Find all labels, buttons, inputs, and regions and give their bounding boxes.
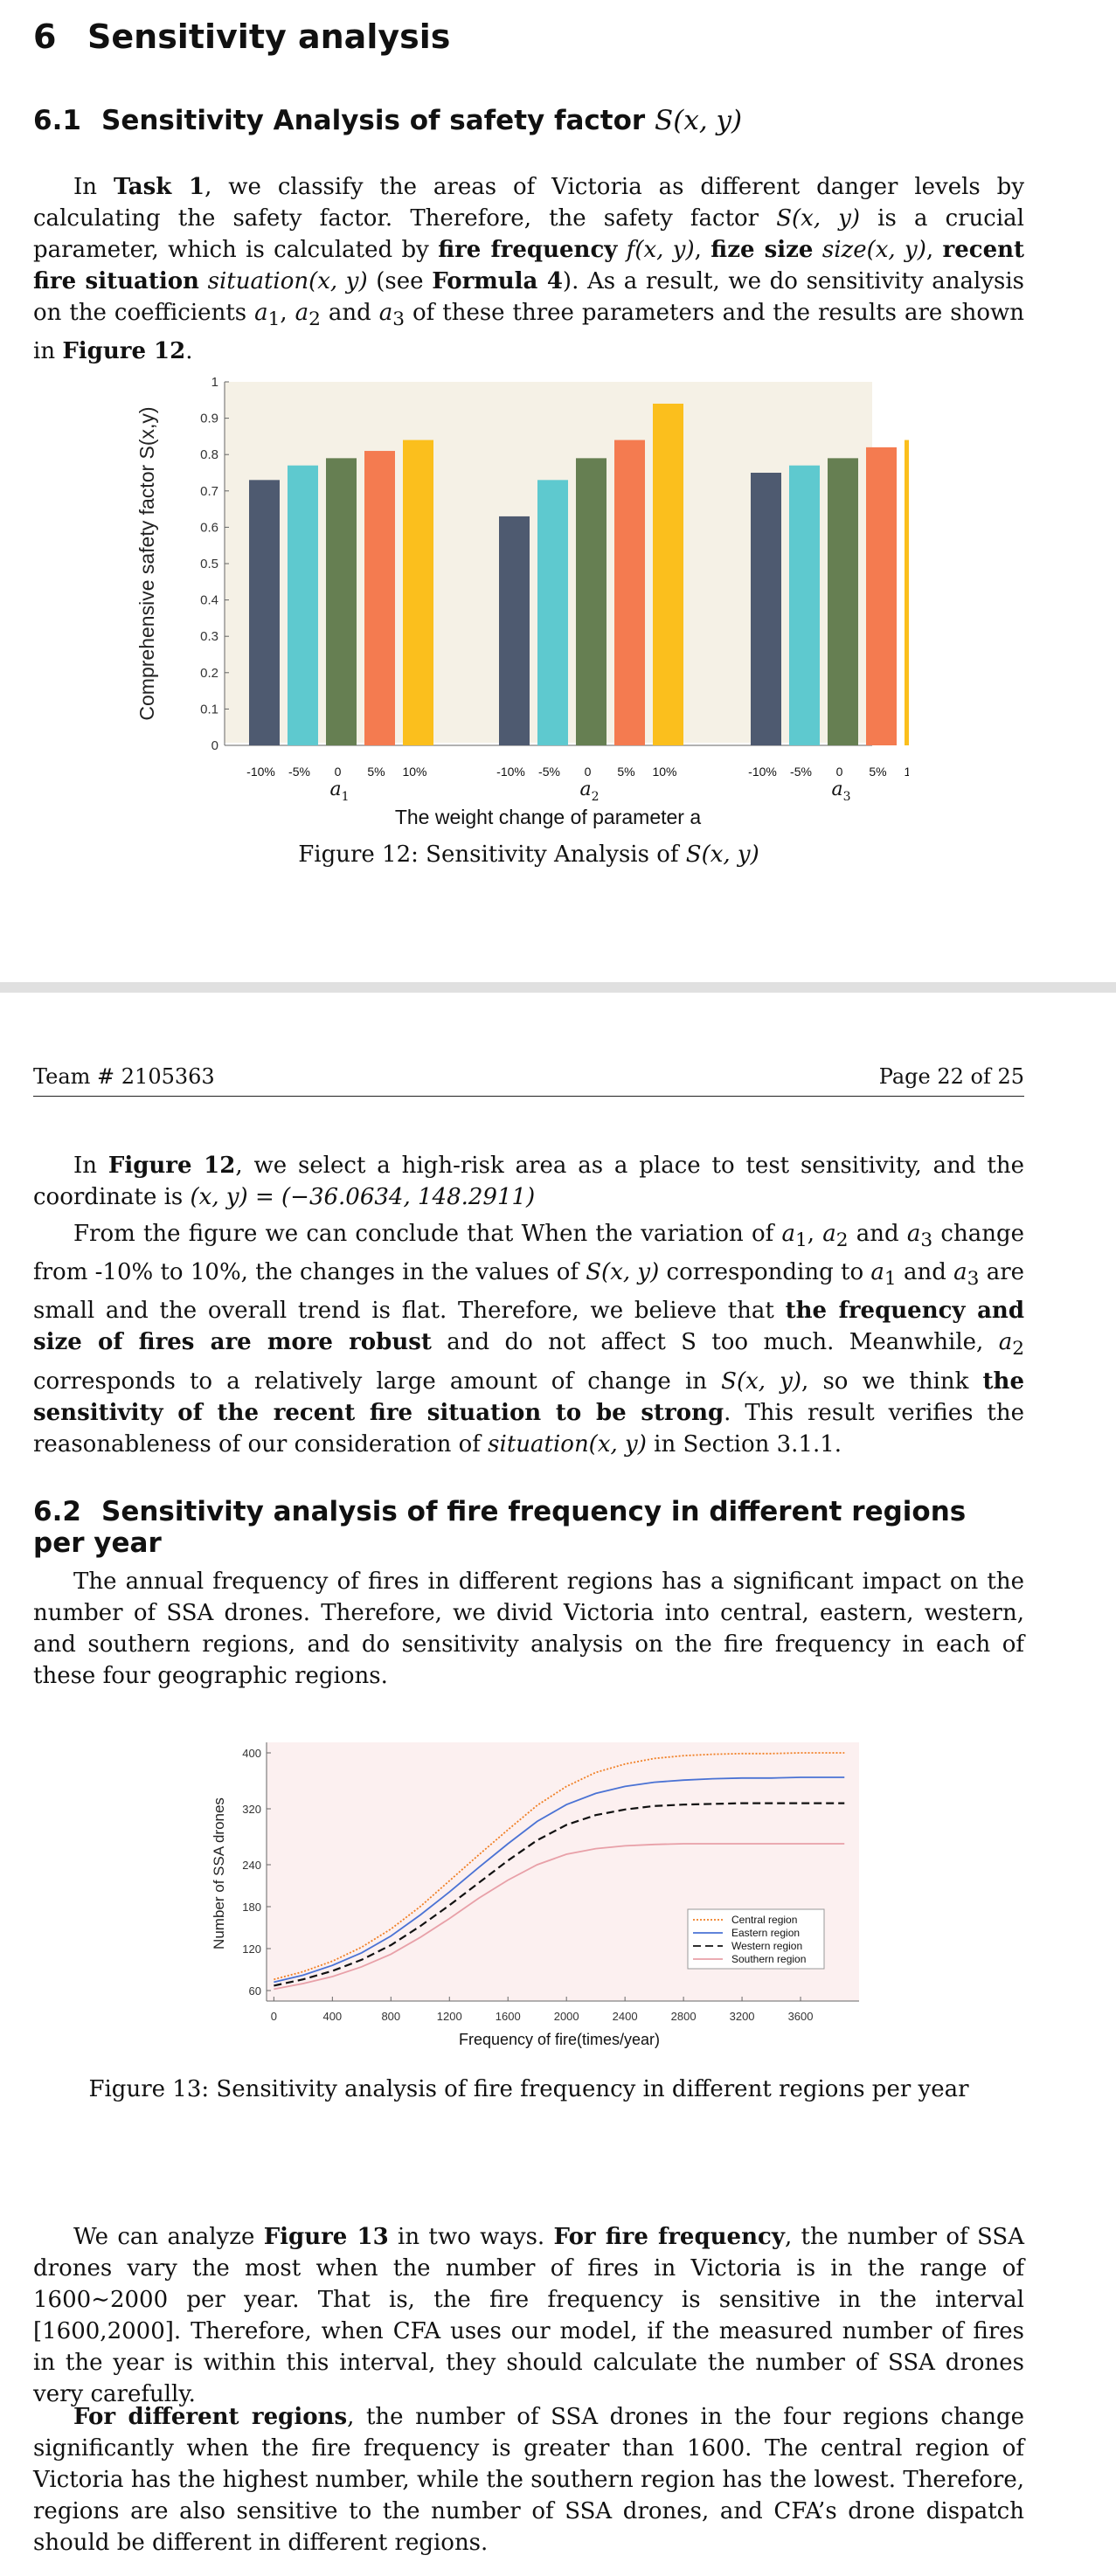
group-label: a3: [831, 779, 850, 804]
bar: [828, 458, 858, 745]
group-label: a1: [329, 779, 349, 804]
paragraph-different-regions: For different regions, the number of SSA…: [33, 2404, 1024, 2556]
y-tick-label: 0: [211, 738, 218, 753]
legend-label: Western region: [731, 1940, 802, 1952]
x-tick-label: 0: [271, 2010, 277, 2023]
bar: [288, 465, 318, 745]
y-tick-label: 400: [242, 1747, 261, 1760]
bar: [249, 480, 280, 745]
y-tick-label: 0.6: [200, 520, 218, 535]
running-header: Team # 2105363 Page 22 of 25: [33, 1063, 1024, 1097]
bar: [364, 451, 395, 745]
y-tick-label: 0.2: [200, 666, 218, 681]
bar: [537, 480, 568, 745]
x-tick-label: 2800: [671, 2010, 697, 2023]
bar: [866, 447, 897, 745]
series-line: [274, 1843, 845, 1991]
x-tick-label: 5%: [367, 765, 385, 779]
y-tick-label: 60: [249, 1984, 261, 1998]
bar: [499, 516, 530, 745]
paragraph-conclusion: From the figure we can conclude that Whe…: [33, 1221, 1025, 1458]
y-tick-label: 240: [242, 1859, 261, 1872]
x-tick-label: -5%: [790, 765, 812, 779]
series-line: [274, 1776, 845, 1984]
y-axis-label: Comprehensive safety factor S(x,y): [135, 406, 158, 720]
x-tick-label: 1200: [437, 2010, 462, 2023]
bar: [326, 458, 357, 745]
bar: [403, 440, 433, 745]
legend-label: Central region: [731, 1914, 797, 1926]
group-label: a2: [579, 779, 599, 804]
legend-label: Eastern region: [731, 1927, 800, 1939]
x-axis-label: The weight change of parameter a: [395, 806, 702, 828]
section-6-heading: 6 Sensitivity analysis: [33, 17, 1024, 56]
section-6-2-heading: 6.2 Sensitivity analysis of fire frequenc…: [33, 1496, 1024, 1559]
y-axis-label: Number of SSA drones: [211, 1797, 227, 1949]
legend-label: Southern region: [731, 1953, 806, 1965]
page-separator: [0, 982, 1116, 993]
y-tick-label: 0.9: [200, 412, 218, 426]
figure-13-line-chart: 60 120 180 240 320 400 0 400 800 1200 1600 2000 240…: [211, 1742, 859, 2048]
section-6-2-paragraph: The annual frequency of fires in differe…: [33, 1568, 1024, 1689]
bar: [905, 440, 909, 745]
y-tick-label: 0.3: [200, 629, 218, 644]
x-tick-label: 5%: [617, 765, 634, 779]
paragraph-fire-frequency: We can analyze Figure 13 in two ways. Fo…: [33, 2224, 1024, 2407]
x-tick-label: -5%: [288, 765, 310, 779]
x-tick-label: 400: [322, 2010, 342, 2023]
subsection-title: 6.1 Sensitivity Analysis of safety factor…: [33, 105, 743, 136]
page-22: Team # 2105363 Page 22 of 25 In Figure 1…: [0, 993, 1116, 2576]
paragraph-coordinate: In Figure 12, we select a high-risk area…: [33, 1153, 1024, 1210]
figure-12-bar-chart: 0 0.1 0.2 0.3 0.4 0.5 0.6 0.7 0.8 0.9 1 -10% -5% 0 5%…: [135, 375, 909, 828]
y-tick-label: 180: [242, 1901, 261, 1914]
bar: [789, 465, 820, 745]
section-6-1-heading: 6.1 Sensitivity Analysis of safety factor…: [33, 105, 1024, 136]
x-tick-label: -10%: [748, 765, 777, 779]
y-tick-label: 320: [242, 1803, 261, 1816]
y-tick-label: 0.1: [200, 702, 218, 717]
y-tick-label: 0.4: [200, 593, 218, 608]
x-tick-label: -10%: [496, 765, 525, 779]
x-tick-label: 2400: [613, 2010, 638, 2023]
y-tick-label: 120: [242, 1942, 261, 1956]
x-tick-label: 0: [335, 765, 342, 779]
y-tick-label: 0.5: [200, 557, 218, 571]
x-tick-label: 3600: [788, 2010, 814, 2023]
x-tick-label: 0: [585, 765, 592, 779]
bar: [576, 458, 607, 745]
figure-13-caption: Figure 13: Sensitivity analysis of fire …: [88, 2076, 969, 2102]
series-line: [274, 1802, 845, 1987]
section-title: 6 Sensitivity analysis: [33, 17, 451, 56]
page-number: Page 22 of 25: [878, 1064, 1024, 1089]
y-tick-label: 0.7: [200, 484, 218, 499]
series-line: [274, 1752, 845, 1981]
x-tick-label: 2000: [554, 2010, 579, 2023]
x-tick-label: -5%: [538, 765, 560, 779]
x-tick-label: 5%: [869, 765, 886, 779]
x-tick-label: 10%: [652, 765, 676, 779]
x-tick-label: 3200: [730, 2010, 755, 2023]
section-6-1-paragraph: In Task 1, we classify the areas of Vict…: [33, 174, 1025, 365]
team-number: Team # 2105363: [33, 1064, 215, 1089]
x-tick-label: 10%: [402, 765, 426, 779]
y-tick-label: 0.8: [200, 447, 218, 462]
figure-12-caption: Figure 12: Sensitivity Analysis of S(x, …: [298, 841, 759, 868]
page-21-bottom: 6 Sensitivity analysis 6.1 Sensitivity Ana…: [0, 0, 1116, 982]
x-tick-label: -10%: [246, 765, 275, 779]
subsection-title: 6.2 Sensitivity analysis of fire frequenc…: [33, 1496, 967, 1559]
bar: [614, 440, 645, 745]
x-tick-label: 10%: [904, 765, 909, 779]
x-tick-label: 800: [381, 2010, 400, 2023]
y-tick-label: 1: [211, 375, 218, 390]
x-tick-label: 1600: [496, 2010, 521, 2023]
bar: [751, 473, 781, 745]
x-axis-label: Frequency of fire(times/year): [459, 2031, 660, 2048]
bar: [653, 403, 683, 745]
x-tick-label: 0: [836, 765, 843, 779]
